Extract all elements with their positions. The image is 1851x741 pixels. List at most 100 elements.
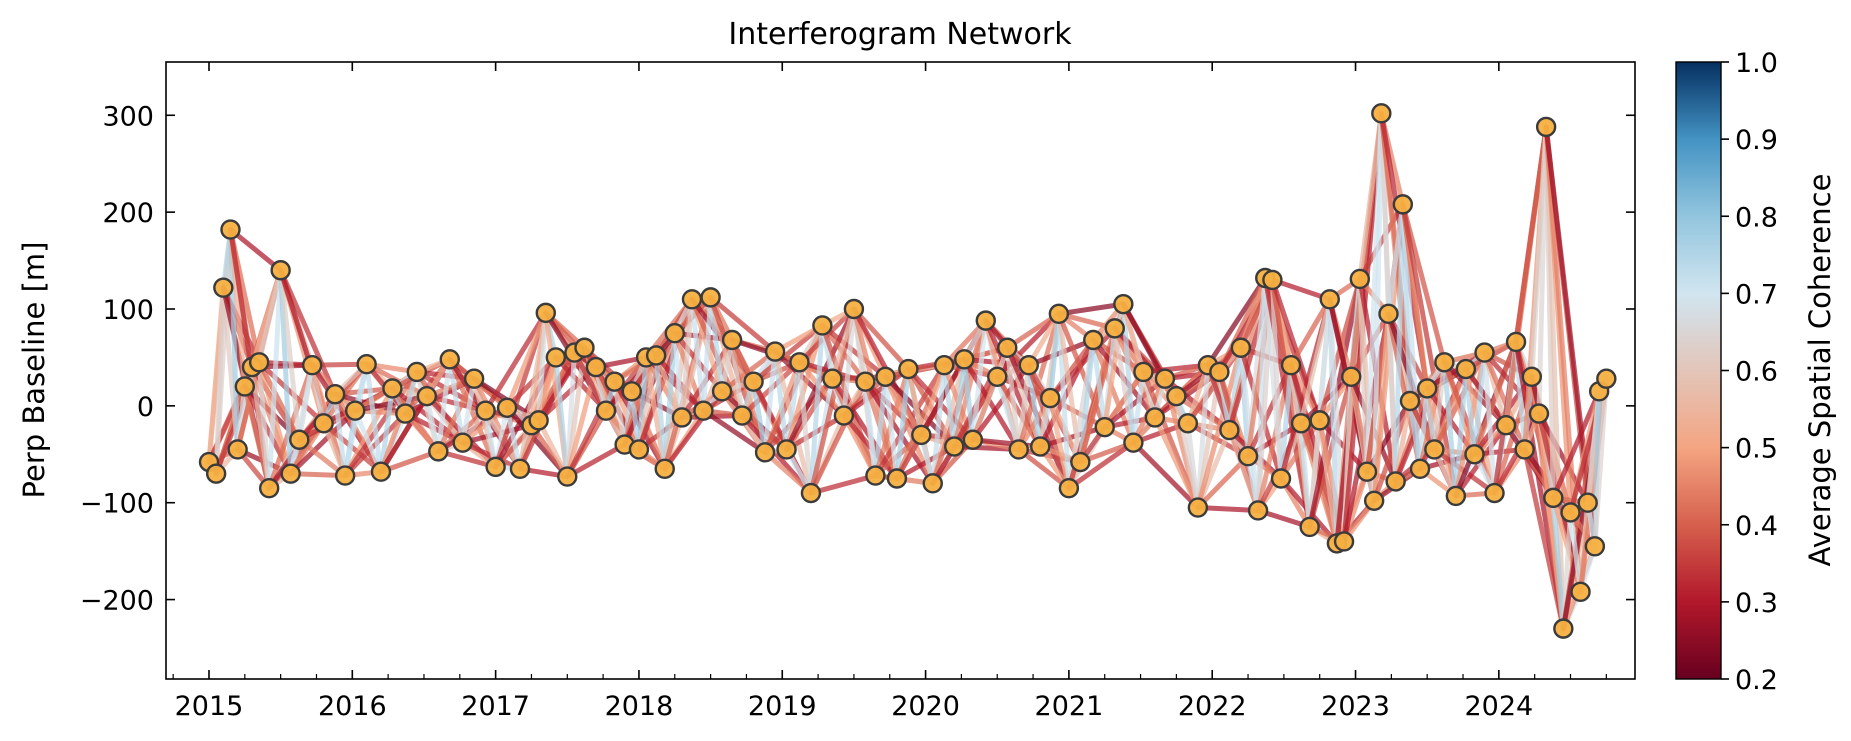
acquisition-point-140 bbox=[1570, 581, 1591, 603]
interferogram-edge-534 bbox=[1120, 301, 1136, 446]
interferogram-edge-642 bbox=[1298, 420, 1313, 530]
acquisition-point-81 bbox=[1030, 436, 1051, 457]
acquisition-point-60 bbox=[800, 482, 822, 504]
interferogram-edge-365 bbox=[808, 473, 878, 496]
y-axis-ticks: −200 −100 0 100 200 300 bbox=[80, 101, 1635, 617]
acquisition-point-75 bbox=[962, 429, 984, 450]
acquisition-point-130 bbox=[1484, 482, 1505, 504]
acquisition-point-48 bbox=[671, 407, 693, 428]
interferogram-edge-43 bbox=[256, 267, 284, 365]
acquisition-point-72 bbox=[934, 354, 955, 376]
acquisition-point-112 bbox=[1333, 531, 1355, 552]
interferogram-edge-472 bbox=[1004, 311, 1062, 351]
colorbar: 0.2 0.3 0.4 0.5 0.6 0.7 0.8 0.9 1.0 Average Spat… bbox=[1675, 48, 1837, 696]
acquisition-point-70 bbox=[911, 424, 932, 446]
interferogram-edge-777 bbox=[1482, 350, 1528, 452]
acquisition-point-80 bbox=[1018, 354, 1039, 376]
acquisition-point-125 bbox=[1434, 352, 1455, 373]
acquisition-point-46 bbox=[654, 458, 675, 480]
acquisition-point-86 bbox=[1083, 329, 1104, 351]
interferogram-edge-215 bbox=[564, 442, 628, 480]
interferogram-edge-771 bbox=[1471, 339, 1519, 457]
interferogram-edge-478 bbox=[1016, 446, 1072, 491]
colorbar-tick-label-0.3: 0.3 bbox=[1735, 588, 1778, 619]
acquisition-point-96 bbox=[1187, 497, 1209, 518]
acquisition-point-137 bbox=[1543, 487, 1564, 509]
acquisition-point-63 bbox=[833, 405, 855, 426]
acquisition-point-134 bbox=[1521, 366, 1543, 387]
acquisition-point-26 bbox=[463, 368, 485, 389]
acquisition-point-77 bbox=[987, 366, 1008, 387]
interferogram-edge-288 bbox=[679, 296, 695, 420]
x-tick-label-2023: 2023 bbox=[1321, 691, 1390, 722]
interferogram-edge-300 bbox=[700, 294, 714, 414]
colorbar-tick-label-0.8: 0.8 bbox=[1735, 202, 1778, 233]
acquisition-point-27 bbox=[475, 400, 496, 421]
interferogram-edge-503 bbox=[1056, 301, 1126, 317]
acquisition-point-43 bbox=[628, 439, 650, 460]
interferogram-edge-444 bbox=[961, 356, 976, 443]
interferogram-edge-102 bbox=[364, 361, 384, 475]
interferogram-edge-357 bbox=[796, 359, 847, 419]
acquisition-point-117 bbox=[1371, 103, 1392, 124]
interferogram-edge-795 bbox=[1513, 124, 1549, 345]
interferogram-edge-468 bbox=[1004, 345, 1022, 452]
acquisition-point-68 bbox=[886, 468, 908, 489]
acquisition-point-123 bbox=[1416, 378, 1438, 399]
interferogram-edge-498 bbox=[1056, 311, 1072, 491]
interferogram-edge-150 bbox=[460, 376, 477, 446]
acquisition-point-74 bbox=[954, 349, 975, 370]
interferogram-edge-388 bbox=[851, 306, 911, 372]
interferogram-edge-174 bbox=[504, 405, 523, 472]
interferogram-edge-192 bbox=[536, 310, 549, 423]
y-tick-label-200: 200 bbox=[102, 198, 154, 229]
acquisition-point-113 bbox=[1341, 366, 1362, 387]
interferogram-edge-465 bbox=[994, 374, 1043, 450]
interferogram-edge-744 bbox=[1431, 359, 1447, 452]
acquisition-point-109 bbox=[1309, 410, 1330, 431]
interferogram-edge-714 bbox=[1393, 201, 1406, 484]
acquisition-point-62 bbox=[822, 368, 843, 389]
acquisition-point-24 bbox=[439, 349, 460, 370]
acquisition-point-21 bbox=[406, 361, 428, 383]
interferogram-edge-65 bbox=[288, 408, 358, 477]
interferogram-edge-570 bbox=[1185, 420, 1201, 511]
acquisition-point-22 bbox=[416, 385, 438, 407]
acquisition-point-47 bbox=[664, 323, 685, 344]
acquisition-point-124 bbox=[1424, 439, 1445, 460]
acquisition-point-7 bbox=[248, 352, 270, 373]
interferogram-edge-545 bbox=[1130, 440, 1201, 511]
acquisition-point-14 bbox=[324, 384, 346, 405]
acquisition-point-85 bbox=[1070, 451, 1091, 473]
acquisition-point-138 bbox=[1553, 618, 1574, 639]
plot-frame bbox=[165, 61, 1636, 680]
acquisition-point-92 bbox=[1144, 407, 1166, 428]
interferogram-edge-66 bbox=[296, 362, 315, 443]
acquisition-point-116 bbox=[1363, 490, 1385, 511]
acquisition-points bbox=[198, 103, 1617, 639]
interferogram-edge-177 bbox=[504, 310, 549, 411]
colorbar-ticks: 0.2 0.3 0.4 0.5 0.6 0.7 0.8 0.9 1.0 bbox=[1721, 48, 1778, 696]
interferogram-edge-802 bbox=[1522, 446, 1566, 632]
acquisition-point-52 bbox=[711, 381, 733, 402]
interferogram-edge-426 bbox=[930, 362, 947, 486]
acquisition-point-128 bbox=[1464, 444, 1485, 465]
acquisition-point-54 bbox=[731, 405, 753, 426]
interferogram-edge-7 bbox=[213, 227, 233, 477]
acquisition-point-23 bbox=[428, 441, 449, 462]
acquisition-point-38 bbox=[585, 356, 607, 378]
acquisition-point-119 bbox=[1385, 471, 1406, 492]
acquisition-point-13 bbox=[313, 413, 334, 434]
interferogram-edge-510 bbox=[1077, 337, 1096, 465]
interferogram-edge-630 bbox=[1278, 362, 1294, 481]
colorbar-tick-label-1.0: 1.0 bbox=[1735, 48, 1778, 79]
acquisition-point-101 bbox=[1237, 446, 1259, 467]
interferogram-edge-311 bbox=[708, 294, 778, 355]
y-tick-label--100: −100 bbox=[80, 489, 154, 520]
acquisition-point-122 bbox=[1409, 458, 1431, 480]
interferogram-edge-204 bbox=[553, 354, 570, 480]
interferogram-edge-847 bbox=[1592, 376, 1609, 549]
acquisition-point-136 bbox=[1535, 116, 1557, 138]
interferogram-edge-194 bbox=[536, 417, 570, 480]
interferogram-edge-360 bbox=[808, 322, 825, 496]
